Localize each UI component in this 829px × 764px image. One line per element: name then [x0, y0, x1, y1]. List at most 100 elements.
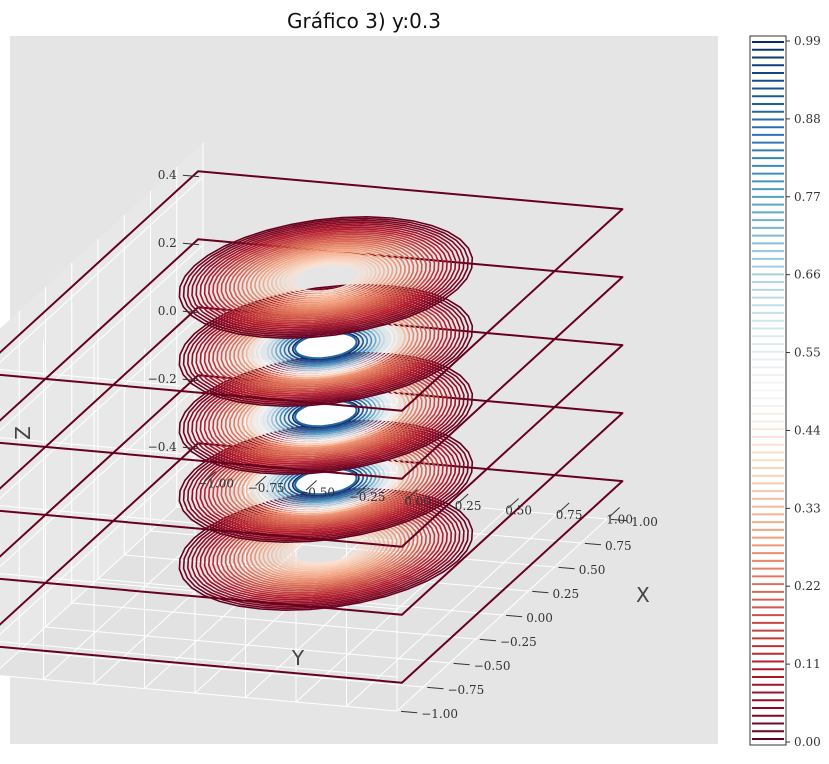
y-axis-ticks: −1.00 −0.75 −0.50 −0.25 0.00 0.25 0.50 0.75 1.00 [197, 471, 633, 526]
contour-ring [182, 421, 469, 542]
slice-outline [0, 306, 624, 548]
y-tick-label: 0.25 [455, 499, 482, 513]
y-tick-label: −0.50 [298, 485, 335, 499]
contour-slice [0, 170, 624, 412]
x-tick-label: 0.50 [579, 563, 606, 577]
y-tick-label: −0.25 [349, 490, 386, 504]
y-tick-mark [255, 475, 267, 486]
y-axis-label: Y [291, 646, 305, 670]
x-tick-label: −0.75 [447, 683, 484, 697]
x-tick-label: 0.75 [605, 539, 632, 553]
contour-ring [249, 245, 402, 310]
contour-ring [291, 262, 360, 293]
colorbar-tick-label: 0.11 [794, 657, 821, 671]
contour-ring [207, 432, 444, 531]
z-tick-mark [182, 174, 200, 178]
y-tick-mark [356, 484, 368, 495]
y-tick-label: −0.75 [248, 481, 285, 495]
x-tick-label: 0.00 [526, 611, 553, 625]
y-tick-mark [507, 498, 519, 509]
contour-ring [287, 261, 364, 294]
contour-ring [182, 489, 469, 610]
contour-ring [266, 252, 385, 303]
contour-ring [262, 318, 390, 373]
contour-ring [207, 228, 444, 327]
grid-line [202, 482, 608, 520]
colorbar-tick-label: 0.77 [794, 190, 821, 204]
contour-ring [258, 249, 394, 306]
grid-line [0, 244, 204, 432]
contour-ring [237, 240, 415, 315]
y-tick-label: 0.50 [505, 503, 532, 517]
contour-ring [233, 510, 419, 589]
colorbar: 0.99 0.88 0.77 0.66 0.55 0.44 0.33 0.22 0.11 0.00 [749, 34, 821, 749]
contour-ring [186, 355, 465, 472]
slice-outline [0, 170, 624, 412]
z-tick-label: −0.2 [148, 372, 177, 386]
contour-ring [178, 351, 474, 476]
contour-ring [254, 247, 398, 308]
y-tick-label: −1.00 [197, 476, 234, 490]
y-tick-label: 1.00 [606, 512, 633, 526]
contour-ring [186, 287, 465, 404]
x-tick-label: 1.00 [631, 515, 658, 529]
z-tick-label: 0.2 [158, 236, 177, 250]
grid-line [0, 312, 204, 500]
x-tick-mark [479, 638, 496, 642]
contour-ring [186, 491, 465, 608]
x-tick-mark [505, 614, 523, 618]
contour-ring [245, 243, 406, 312]
y-tick-mark [305, 480, 317, 491]
contour-ring [224, 235, 427, 320]
contour-ring [191, 221, 461, 334]
z-tick-mark [182, 378, 200, 382]
contour-ring [182, 217, 469, 338]
contour-ring [275, 255, 377, 300]
contour-ring [186, 219, 465, 336]
z-axis-ticks: 0.4 0.2 0.0 −0.2 −0.4 [148, 168, 200, 454]
grid-line [396, 518, 608, 712]
z-tick-mark [182, 242, 200, 246]
y-tick-label: 0.00 [404, 494, 431, 508]
grid-line [150, 530, 555, 568]
grid-line [0, 380, 204, 568]
x-tick-label: −0.50 [474, 659, 511, 673]
colorbar-tick-label: 0.22 [794, 579, 821, 593]
contour-ring [178, 419, 474, 544]
x-tick-mark [532, 590, 549, 594]
contour-ring [233, 238, 419, 317]
contour-ring [203, 226, 448, 329]
z-tick-label: 0.0 [158, 304, 177, 318]
x-tick-mark [584, 542, 601, 546]
slice-outline [0, 374, 624, 616]
z-tick-mark [182, 446, 200, 450]
contour-ring [182, 285, 469, 406]
colorbar-tick-label: 0.44 [794, 423, 821, 437]
x-tick-mark [427, 686, 444, 690]
contour-ring [262, 250, 390, 305]
x-tick-mark [558, 566, 575, 570]
x-tick-label: −0.25 [500, 635, 537, 649]
y-tick-mark [608, 507, 620, 518]
z-axis-label: Z [11, 426, 35, 440]
colorbar-tick-label: 0.00 [794, 735, 821, 749]
y-tick-mark [457, 493, 469, 504]
contour-ring [178, 487, 474, 612]
contour-ring [228, 236, 423, 319]
colorbar-tick-label: 0.66 [794, 268, 821, 282]
colorbar-tick-label: 0.33 [794, 501, 821, 515]
contour-ring [199, 224, 453, 331]
colorbar-tick-label: 0.99 [794, 34, 821, 48]
contour-ring [207, 500, 444, 599]
contour-ring [233, 374, 419, 453]
contour-ring [216, 231, 436, 324]
contour-ring [279, 257, 373, 298]
contour-ring [241, 242, 411, 313]
grid-line [346, 514, 557, 707]
x-tick-mark [610, 518, 628, 522]
contour-ring [220, 233, 432, 322]
slice-outline [0, 238, 624, 480]
y-tick-mark [406, 489, 418, 500]
contour-ring [182, 353, 469, 474]
